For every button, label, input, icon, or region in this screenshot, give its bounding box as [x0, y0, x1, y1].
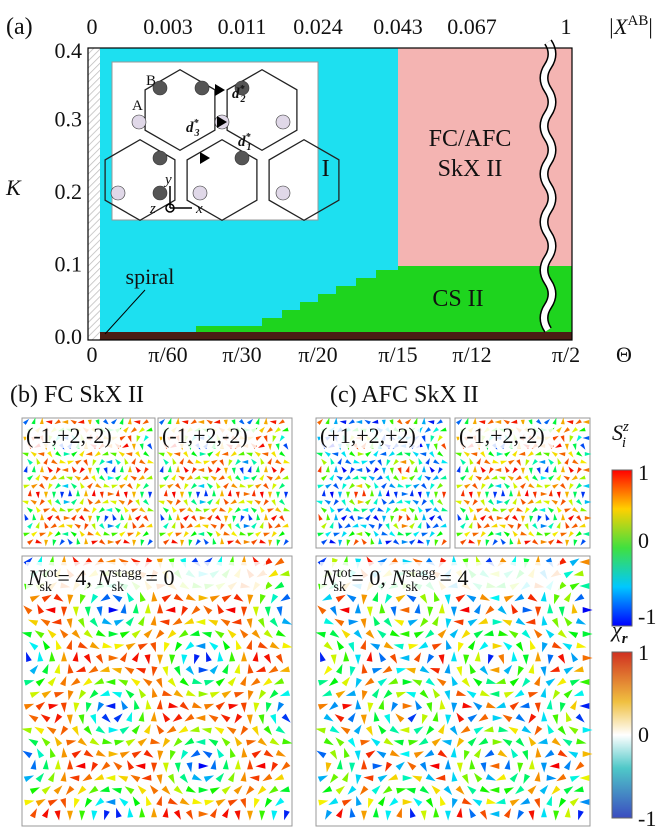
axis-letter: y — [163, 172, 172, 188]
config-label: (-1,+2,-2) — [459, 423, 545, 448]
colorbar-label: Szi — [612, 419, 629, 451]
colorbar — [612, 652, 632, 818]
top-tick-label: 0.067 — [447, 14, 497, 39]
bottom-tick-label: π/30 — [222, 342, 261, 367]
figure: (a) |XAB| K Θ CS I CS II FC/AFC SkX II s… — [0, 0, 661, 831]
config-label: (-1,+2,-2) — [162, 423, 248, 448]
left-tick-label: 0.3 — [55, 107, 83, 132]
bottom-tick-label: π/2 — [552, 342, 580, 367]
eq: = 0 — [140, 565, 174, 590]
n-sub: sk — [406, 580, 418, 595]
hatched-strip — [88, 48, 100, 340]
colorbar-tick: 0 — [638, 528, 649, 553]
vector-label: d*1 — [238, 132, 252, 153]
top-axis-label: |XAB| — [608, 13, 653, 39]
colorbar-tick: 1 — [638, 460, 649, 485]
v-sub: 3 — [194, 128, 200, 139]
colorbar — [612, 470, 632, 626]
region-label: FC/AFC — [429, 126, 512, 152]
lattice-site — [111, 186, 125, 200]
label-end: | — [648, 14, 652, 39]
site-label: B — [146, 73, 156, 89]
config-label: (-1,+2,-2) — [26, 423, 112, 448]
vector-label: d*3 — [186, 118, 200, 139]
texture-frame — [316, 556, 590, 826]
cb-sub: r — [622, 631, 628, 647]
site-label: A — [132, 98, 143, 114]
colorbar-ticks: 1 0 -1 1 0 -1 — [638, 460, 656, 831]
spiral-region — [100, 332, 572, 340]
bottom-tick-label: 0 — [87, 342, 98, 367]
lattice-site — [132, 115, 146, 129]
top-tick-label: 0.003 — [143, 14, 193, 39]
lattice-site — [193, 186, 207, 200]
bottom-tick-label: π/15 — [378, 342, 417, 367]
n-sup: stagg — [406, 566, 436, 581]
top-tick-label: 0.011 — [218, 14, 267, 39]
left-axis-label: K — [5, 175, 22, 200]
top-tick-label: 0.043 — [373, 14, 423, 39]
bottom-tick-label: π/60 — [148, 342, 187, 367]
top-tick-label: 1 — [561, 14, 572, 39]
eq: = 4, — [52, 565, 97, 590]
lattice-site — [195, 81, 209, 95]
axis-letter: z — [149, 201, 156, 217]
colorbar-tick: 1 — [638, 640, 649, 665]
region-label: CS II — [432, 286, 483, 312]
left-tick-label: 0.4 — [55, 38, 83, 63]
label-base: |X — [608, 14, 629, 39]
lattice-site — [276, 115, 290, 129]
vector-label: d*2 — [232, 84, 246, 105]
n-sup: stagg — [112, 566, 142, 581]
colorbar-tick: -1 — [638, 806, 656, 831]
v-sub: 1 — [247, 142, 252, 153]
region-label: SkX II — [438, 156, 503, 182]
colorbar-tick: -1 — [638, 604, 656, 629]
n-sub: sk — [112, 580, 124, 595]
top-tick-label: 0 — [87, 14, 98, 39]
colorbar-tick: 0 — [638, 722, 649, 747]
cb-sup: z — [622, 419, 629, 435]
bottom-tick-label: π/20 — [298, 342, 337, 367]
left-tick-label: 0.1 — [55, 252, 83, 277]
lattice-site — [276, 186, 290, 200]
bottom-axis-label: Θ — [616, 342, 632, 367]
panel-title: (c) AFC SkX II — [330, 382, 479, 408]
region-label: spiral — [126, 264, 175, 289]
left-tick-label: 0.2 — [55, 179, 83, 204]
eq: = 4 — [434, 565, 468, 590]
n-sub: sk — [333, 580, 345, 595]
eq: = 0, — [346, 565, 391, 590]
label-sup: AB — [628, 13, 649, 29]
config-label: (+1,+2,+2) — [320, 423, 416, 448]
lattice-site — [153, 151, 167, 165]
lattice-site — [235, 151, 249, 165]
panel-label: (a) — [6, 14, 33, 40]
cb-sub: i — [622, 435, 626, 451]
top-tick-label: 0.024 — [293, 14, 343, 39]
spin-textures — [22, 418, 593, 826]
left-tick-label: 0.0 — [55, 324, 83, 349]
lattice-site — [153, 186, 167, 200]
n-sub: sk — [39, 580, 51, 595]
panel-title: (b) FC SkX II — [10, 382, 144, 408]
axis-letter: x — [195, 201, 203, 217]
v-sub: 2 — [240, 94, 246, 105]
lattice-inset — [105, 62, 339, 220]
bottom-tick-label: π/12 — [452, 342, 491, 367]
